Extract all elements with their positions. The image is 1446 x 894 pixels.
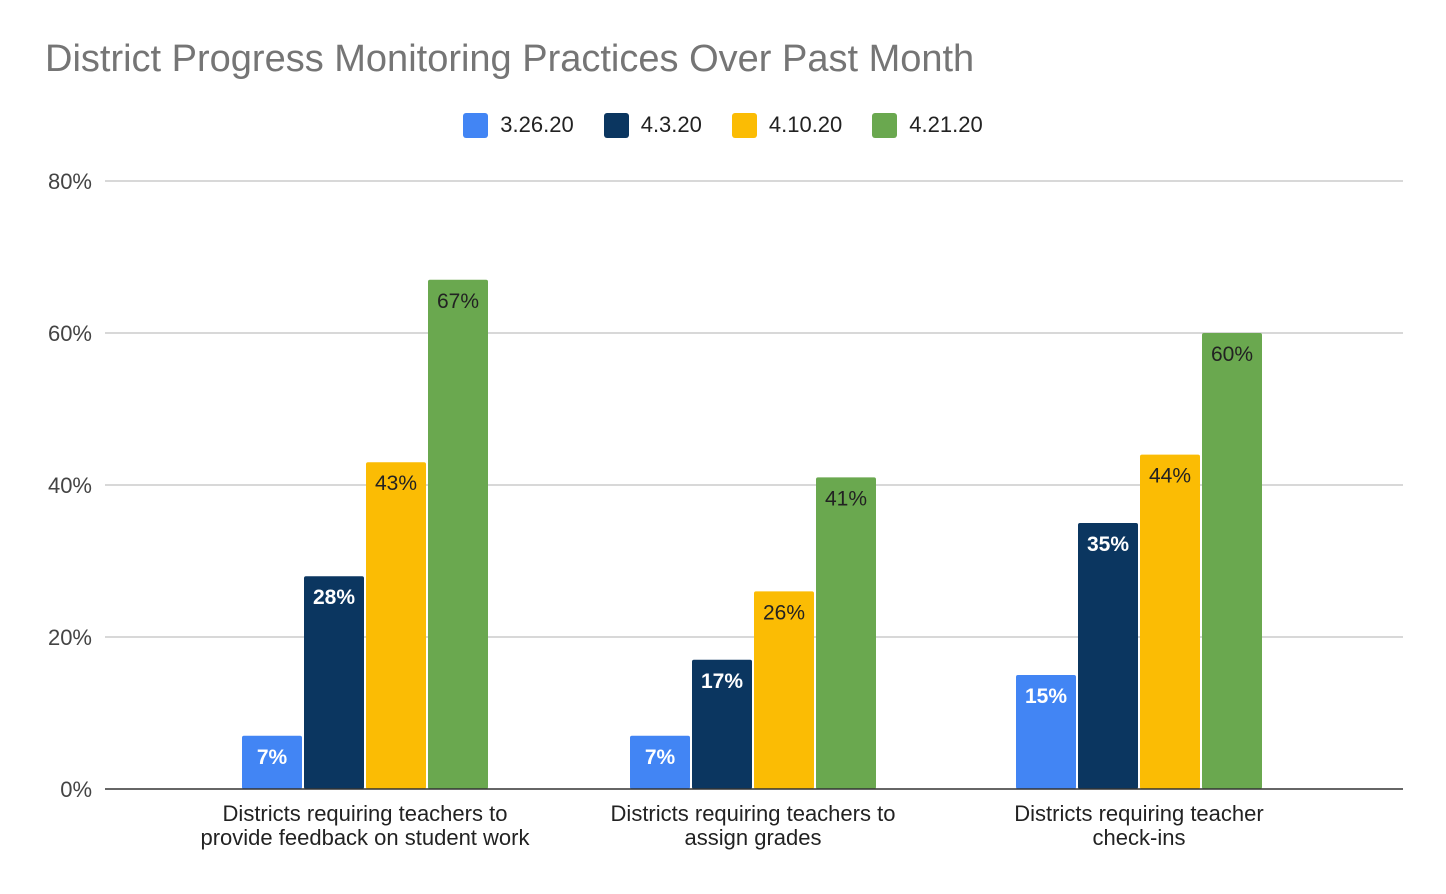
y-tick-label: 20% [48, 625, 92, 650]
legend-label-series-1: 3.26.20 [500, 112, 574, 137]
data-label: 7% [645, 746, 676, 769]
legend-item-series-2: 4.3.20 [603, 112, 702, 138]
chart-title: District Progress Monitoring Practices O… [45, 38, 975, 80]
legend-item-series-4: 4.21.20 [872, 112, 983, 138]
bar [428, 279, 488, 789]
data-label: 35% [1087, 533, 1129, 556]
data-label: 43% [375, 472, 417, 495]
chart-legend: 3.26.20 4.3.20 4.10.20 4.21.20 [0, 112, 1446, 138]
legend-label-series-3: 4.10.20 [768, 112, 843, 137]
legend-item-series-3: 4.10.20 [731, 112, 843, 138]
legend-swatch-series-3 [731, 112, 757, 138]
x-category-label: Districts requiring teachers to [611, 801, 896, 826]
x-category-label: Districts requiring teacher [1014, 801, 1263, 826]
data-label: 17% [701, 670, 743, 693]
bar [1140, 454, 1200, 789]
data-label: 44% [1149, 465, 1191, 488]
y-tick-label: 80% [48, 169, 92, 194]
data-label: 28% [313, 586, 355, 609]
x-category-label: provide feedback on student work [201, 825, 531, 850]
data-label: 60% [1211, 343, 1253, 366]
legend-swatch-series-1 [463, 112, 489, 138]
y-tick-label: 40% [48, 473, 92, 498]
data-label: 67% [437, 290, 479, 313]
y-tick-label: 60% [48, 321, 92, 346]
data-label: 26% [763, 601, 805, 624]
data-label: 41% [825, 487, 867, 510]
bar [366, 462, 426, 789]
x-category-label: check-ins [1093, 825, 1186, 850]
bar [1202, 333, 1262, 789]
bar [754, 591, 814, 789]
bar [816, 477, 876, 789]
x-category-label: Districts requiring teachers to [223, 801, 508, 826]
data-label: 15% [1025, 685, 1067, 708]
y-tick-label: 0% [60, 777, 92, 802]
bar [304, 576, 364, 789]
legend-item-series-1: 3.26.20 [463, 112, 574, 138]
data-label: 7% [257, 746, 288, 769]
bar [630, 735, 690, 789]
legend-swatch-series-4 [872, 112, 898, 138]
legend-swatch-series-2 [603, 112, 629, 138]
bar [692, 659, 752, 789]
legend-label-series-2: 4.3.20 [640, 112, 702, 137]
bar [242, 735, 302, 789]
legend-label-series-4: 4.21.20 [909, 112, 983, 137]
bar [1016, 675, 1076, 789]
x-category-label: assign grades [685, 825, 822, 850]
bar [1078, 523, 1138, 789]
